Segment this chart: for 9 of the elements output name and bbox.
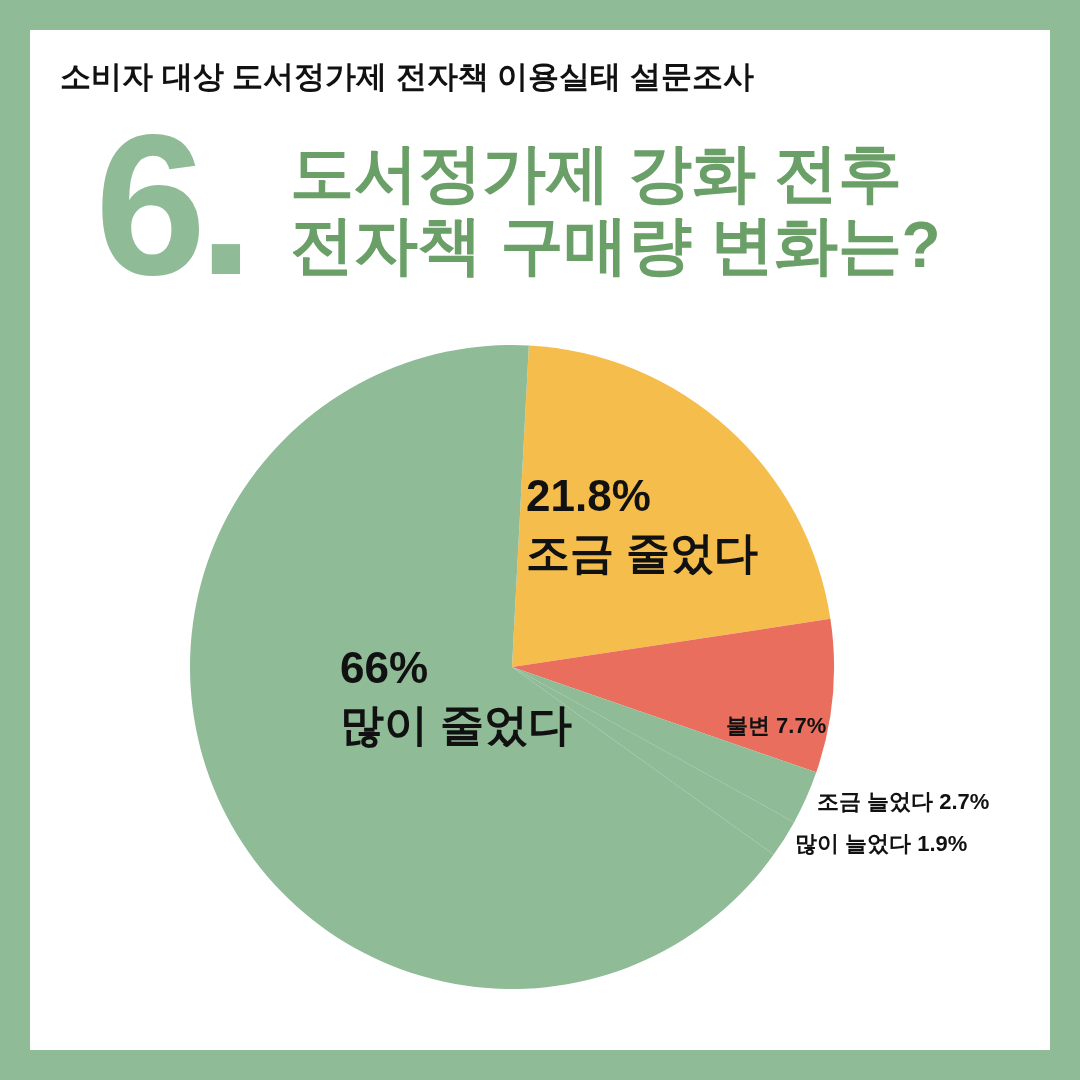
pie-slice (512, 345, 831, 667)
slice-label: 많이 늘었다 1.9% (795, 831, 968, 856)
chart-subtitle: 소비자 대상 도서정가제 전자책 이용실태 설문조사 (60, 58, 755, 96)
slice-label: 조금 줄었다 (526, 528, 759, 578)
slice-label: 많이 줄었다 (340, 700, 573, 750)
data-label: 21.8% (526, 471, 651, 520)
slice-label: 조금 늘었다 2.7% (817, 789, 990, 814)
slice-label: 불변 7.7% (726, 713, 827, 738)
data-label: 66% (340, 643, 429, 692)
